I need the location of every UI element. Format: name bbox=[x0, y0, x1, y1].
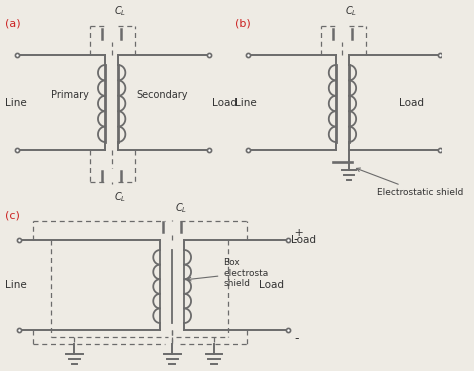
Text: Line: Line bbox=[5, 98, 27, 108]
Text: $C_L$: $C_L$ bbox=[114, 190, 127, 204]
Text: $C_L$: $C_L$ bbox=[175, 201, 187, 215]
Text: (c): (c) bbox=[5, 210, 19, 220]
Text: $C_L$: $C_L$ bbox=[114, 4, 127, 18]
Text: $C_L$: $C_L$ bbox=[345, 4, 357, 18]
Text: (a): (a) bbox=[5, 18, 20, 28]
Text: Load: Load bbox=[259, 280, 284, 290]
Text: -: - bbox=[292, 332, 300, 345]
Text: Secondary: Secondary bbox=[137, 90, 188, 100]
Text: Line: Line bbox=[5, 280, 27, 290]
Text: (b): (b) bbox=[236, 18, 251, 28]
Text: Load: Load bbox=[212, 98, 237, 108]
Text: Line: Line bbox=[236, 98, 257, 108]
Text: Primary: Primary bbox=[51, 90, 89, 100]
Text: Electrostatic shield: Electrostatic shield bbox=[356, 168, 463, 197]
Text: +: + bbox=[292, 228, 304, 238]
Text: -: - bbox=[293, 233, 298, 246]
Text: Load: Load bbox=[292, 235, 316, 245]
Text: Load: Load bbox=[400, 98, 424, 108]
Text: Box
electrosta
shield: Box electrosta shield bbox=[187, 258, 269, 288]
